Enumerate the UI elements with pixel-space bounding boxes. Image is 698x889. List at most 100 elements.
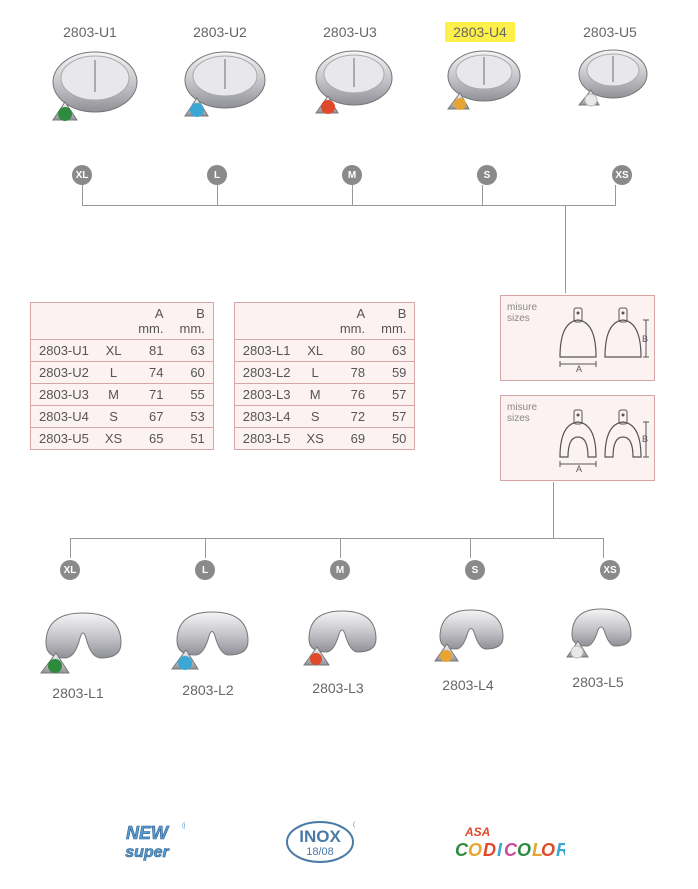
product-code: 2803-L1 <box>44 683 111 703</box>
lower-product-row: 2803-L1 2803-L2 2803-L3 2803-L4 2803-L5 <box>18 598 658 703</box>
lower-tray-icon <box>21 598 136 683</box>
cell-b: 59 <box>373 362 415 384</box>
diagram-label: sizes <box>507 313 530 324</box>
cell-code: 2803-L5 <box>234 428 298 450</box>
cell-b: 50 <box>373 428 415 450</box>
product-code: 2803-L3 <box>304 678 371 698</box>
product-item: 2803-U5 <box>550 22 670 137</box>
cell-size: M <box>97 384 130 406</box>
cell-size: L <box>97 362 130 384</box>
product-item: 2803-U1 <box>30 22 150 137</box>
product-item: 2803-L5 <box>538 598 658 703</box>
product-item: 2803-L2 <box>148 598 268 703</box>
cell-code: 2803-U5 <box>31 428 97 450</box>
svg-text:18/08: 18/08 <box>306 846 334 858</box>
cell-code: 2803-U3 <box>31 384 97 406</box>
svg-text:C: C <box>455 840 469 860</box>
footer-logos: NEW super ® INOX 18/08 ® ASA C O D I C O… <box>110 820 565 864</box>
size-badge: M <box>342 165 362 185</box>
svg-text:A: A <box>576 464 582 472</box>
product-code-highlighted: 2803-U4 <box>445 22 515 42</box>
cell-size: XL <box>299 340 332 362</box>
cell-code: 2803-U4 <box>31 406 97 428</box>
size-badge: S <box>477 165 497 185</box>
cell-size: XS <box>299 428 332 450</box>
lower-tray-icon <box>286 598 391 678</box>
table-row: 2803-U2L7460 <box>31 362 214 384</box>
connector-lines-lower <box>70 518 604 598</box>
cell-a: 65 <box>130 428 171 450</box>
upper-tray-icon <box>565 42 655 126</box>
size-badge: XL <box>72 165 92 185</box>
cell-code: 2803-U2 <box>31 362 97 384</box>
table-row: 2803-U4S6753 <box>31 406 214 428</box>
cell-size: XS <box>97 428 130 450</box>
cell-a: 78 <box>332 362 373 384</box>
product-code: 2803-U2 <box>185 22 255 42</box>
cell-b: 55 <box>172 384 214 406</box>
cell-code: 2803-L2 <box>234 362 298 384</box>
product-item: 2803-L1 <box>18 598 138 703</box>
upper-tray-icon <box>300 42 400 132</box>
inox-logo-icon: INOX 18/08 ® <box>285 820 355 864</box>
svg-text:super: super <box>125 844 169 861</box>
cell-b: 60 <box>172 362 214 384</box>
svg-text:D: D <box>483 840 496 860</box>
table-row: 2803-L4S7257 <box>234 406 415 428</box>
lower-tray-icon <box>153 598 263 680</box>
svg-text:A: A <box>576 364 582 372</box>
cell-size: S <box>299 406 332 428</box>
cell-size: M <box>299 384 332 406</box>
cell-a: 74 <box>130 362 171 384</box>
size-badge: XS <box>612 165 632 185</box>
size-badge: L <box>195 560 215 580</box>
cell-b: 57 <box>373 406 415 428</box>
cell-a: 76 <box>332 384 373 406</box>
cell-code: 2803-L1 <box>234 340 298 362</box>
cell-code: 2803-L3 <box>234 384 298 406</box>
cell-a: 80 <box>332 340 373 362</box>
product-item: 2803-U2 <box>160 22 280 137</box>
svg-text:B: B <box>642 334 648 344</box>
table-row: 2803-U5XS6551 <box>31 428 214 450</box>
size-badge: XL <box>60 560 80 580</box>
product-code: 2803-L4 <box>434 675 501 695</box>
table-row: 2803-U3M7155 <box>31 384 214 406</box>
unit-header: mm. <box>130 321 171 340</box>
connector-lines-upper <box>82 185 616 275</box>
upper-tray-outline-icon: A B <box>550 302 650 372</box>
product-item: 2803-L3 <box>278 598 398 703</box>
measurement-diagram-upper: misure sizes A B <box>500 295 655 381</box>
size-badge: XS <box>600 560 620 580</box>
upper-tray-icon <box>35 42 145 137</box>
cell-size: XL <box>97 340 130 362</box>
cell-a: 67 <box>130 406 171 428</box>
measurement-diagram-lower: misure sizes A B <box>500 395 655 481</box>
cell-a: 81 <box>130 340 171 362</box>
unit-header: mm. <box>172 321 214 340</box>
upper-tray-icon <box>433 42 528 129</box>
col-header: A <box>130 303 171 322</box>
table-row: 2803-L3M7657 <box>234 384 415 406</box>
svg-text:INOX: INOX <box>299 827 341 846</box>
upper-size-badges: XL L M S XS <box>72 165 632 185</box>
svg-text:®: ® <box>353 820 355 831</box>
svg-text:ASA: ASA <box>464 825 490 839</box>
cell-code: 2803-U1 <box>31 340 97 362</box>
upper-tray-icon <box>168 42 273 134</box>
cell-a: 69 <box>332 428 373 450</box>
cell-b: 51 <box>172 428 214 450</box>
col-header: A <box>332 303 373 322</box>
product-code: 2803-U1 <box>55 22 125 42</box>
unit-header: mm. <box>373 321 415 340</box>
cell-b: 63 <box>172 340 214 362</box>
svg-text:O: O <box>468 840 482 860</box>
product-item: 2803-U4 <box>420 22 540 137</box>
svg-text:R: R <box>556 840 565 860</box>
svg-text:O: O <box>517 840 531 860</box>
diagram-label: sizes <box>507 413 530 424</box>
lower-tray-outline-icon: A B <box>550 402 650 472</box>
lower-tray-icon <box>418 598 518 675</box>
lower-size-badges: XL L M S XS <box>60 560 620 580</box>
upper-product-row: 2803-U1 2803-U2 2803-U3 2803-U4 2803-U5 <box>30 22 670 137</box>
